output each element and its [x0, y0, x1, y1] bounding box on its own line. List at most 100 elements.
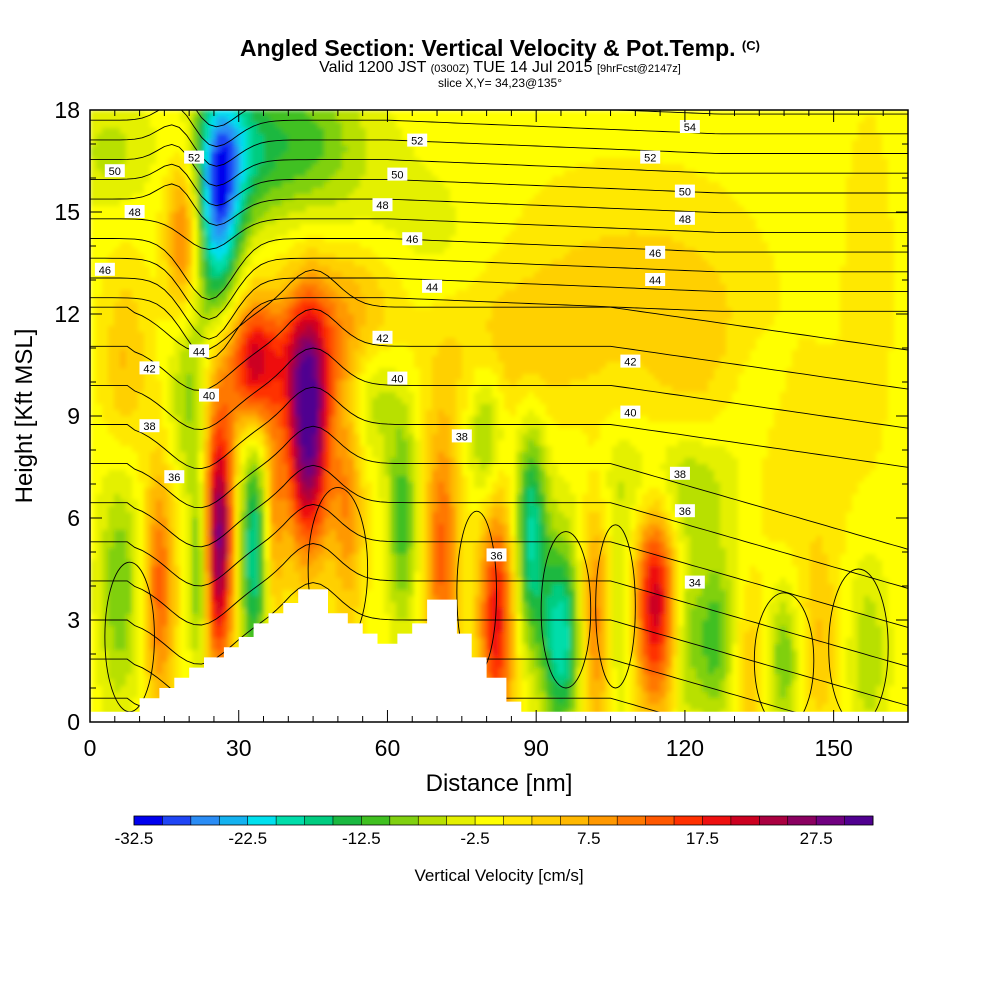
- velocity-cell: [534, 266, 541, 273]
- velocity-cell: [96, 164, 103, 171]
- velocity-cell: [324, 296, 331, 303]
- velocity-cell: [330, 218, 337, 225]
- velocity-cell: [798, 188, 805, 195]
- velocity-cell: [402, 110, 409, 117]
- velocity-cell: [828, 272, 835, 279]
- velocity-cell: [744, 158, 751, 165]
- velocity-cell: [330, 290, 337, 297]
- velocity-cell: [864, 212, 871, 219]
- velocity-cell: [522, 170, 529, 177]
- velocity-cell: [822, 242, 829, 249]
- velocity-cell: [582, 146, 589, 153]
- velocity-cell: [618, 122, 625, 129]
- velocity-cell: [366, 116, 373, 123]
- velocity-cell: [306, 146, 313, 153]
- velocity-cell: [468, 164, 475, 171]
- velocity-cell: [126, 224, 133, 231]
- velocity-cell: [810, 146, 817, 153]
- velocity-cell: [234, 164, 241, 171]
- velocity-cell: [834, 218, 841, 225]
- velocity-cell: [684, 206, 691, 213]
- velocity-cell: [846, 122, 853, 129]
- velocity-cell: [714, 116, 721, 123]
- velocity-cell: [816, 248, 823, 255]
- velocity-cell: [630, 212, 637, 219]
- velocity-cell: [240, 182, 247, 189]
- velocity-cell: [426, 272, 433, 279]
- velocity-cell: [870, 212, 877, 219]
- velocity-cell: [498, 152, 505, 159]
- velocity-cell: [510, 110, 517, 117]
- velocity-cell: [906, 158, 908, 165]
- velocity-cell: [900, 206, 907, 213]
- velocity-cell: [588, 254, 595, 261]
- velocity-cell: [612, 176, 619, 183]
- velocity-cell: [492, 302, 499, 309]
- velocity-cell: [114, 212, 121, 219]
- velocity-cell: [726, 128, 733, 135]
- velocity-cell: [768, 140, 775, 147]
- velocity-cell: [270, 326, 277, 333]
- velocity-cell: [708, 290, 715, 297]
- velocity-cell: [894, 266, 901, 273]
- velocity-cell: [162, 260, 169, 267]
- velocity-cell: [120, 182, 127, 189]
- velocity-cell: [642, 308, 649, 315]
- velocity-cell: [186, 230, 193, 237]
- velocity-cell: [864, 290, 871, 297]
- velocity-cell: [780, 314, 787, 321]
- velocity-cell: [798, 272, 805, 279]
- velocity-cell: [222, 290, 229, 297]
- velocity-cell: [468, 236, 475, 243]
- velocity-cell: [696, 170, 703, 177]
- velocity-cell: [882, 206, 889, 213]
- velocity-cell: [744, 236, 751, 243]
- velocity-cell: [228, 290, 235, 297]
- velocity-cell: [498, 302, 505, 309]
- velocity-cell: [348, 152, 355, 159]
- velocity-cell: [480, 296, 487, 303]
- velocity-cell: [426, 266, 433, 273]
- velocity-cell: [264, 212, 271, 219]
- velocity-cell: [324, 164, 331, 171]
- velocity-cell: [756, 248, 763, 255]
- velocity-cell: [270, 242, 277, 249]
- velocity-cell: [678, 230, 685, 237]
- velocity-cell: [768, 146, 775, 153]
- velocity-cell: [840, 272, 847, 279]
- velocity-cell: [114, 308, 121, 315]
- velocity-cell: [864, 284, 871, 291]
- velocity-cell: [90, 224, 97, 231]
- velocity-cell: [192, 134, 199, 141]
- velocity-cell: [558, 146, 565, 153]
- velocity-cell: [786, 266, 793, 273]
- velocity-cell: [870, 314, 877, 321]
- velocity-cell: [798, 314, 805, 321]
- velocity-cell: [810, 152, 817, 159]
- velocity-cell: [714, 164, 721, 171]
- velocity-cell: [168, 236, 175, 243]
- velocity-cell: [756, 296, 763, 303]
- velocity-cell: [480, 284, 487, 291]
- velocity-cell: [228, 164, 235, 171]
- velocity-cell: [258, 224, 265, 231]
- velocity-cell: [258, 320, 265, 327]
- velocity-cell: [120, 200, 127, 207]
- velocity-cell: [792, 200, 799, 207]
- velocity-cell: [420, 272, 427, 279]
- velocity-cell: [150, 224, 157, 231]
- velocity-cell: [420, 308, 427, 315]
- velocity-cell: [378, 278, 385, 285]
- velocity-cell: [516, 146, 523, 153]
- velocity-cell: [444, 308, 451, 315]
- velocity-cell: [336, 224, 343, 231]
- velocity-cell: [318, 260, 325, 267]
- velocity-cell: [864, 188, 871, 195]
- velocity-cell: [696, 194, 703, 201]
- velocity-cell: [246, 308, 253, 315]
- velocity-cell: [438, 170, 445, 177]
- velocity-cell: [372, 170, 379, 177]
- velocity-cell: [138, 230, 145, 237]
- velocity-cell: [204, 284, 211, 291]
- velocity-cell: [888, 266, 895, 273]
